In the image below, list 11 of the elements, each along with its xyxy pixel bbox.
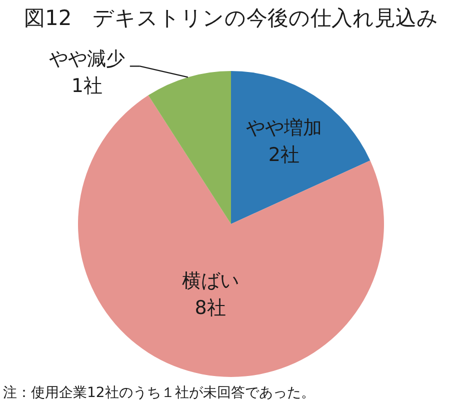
data-label: 1社 — [71, 75, 102, 98]
pie-slice — [78, 95, 384, 377]
pie-slice — [231, 71, 370, 224]
slice-label: やや減少 — [48, 48, 125, 70]
data-label: 2社 — [268, 144, 300, 166]
slice-label: 横ばい — [182, 270, 239, 292]
data-label: 8社 — [194, 296, 226, 319]
pie-slice — [148, 71, 231, 224]
text: 注：使用企業12社のうち１社が未回答であった。 — [3, 385, 315, 401]
chart-title: 図12 デキストリンの今後の仕入れ見込み — [24, 6, 439, 30]
slice-label: やや増加 — [246, 117, 322, 140]
